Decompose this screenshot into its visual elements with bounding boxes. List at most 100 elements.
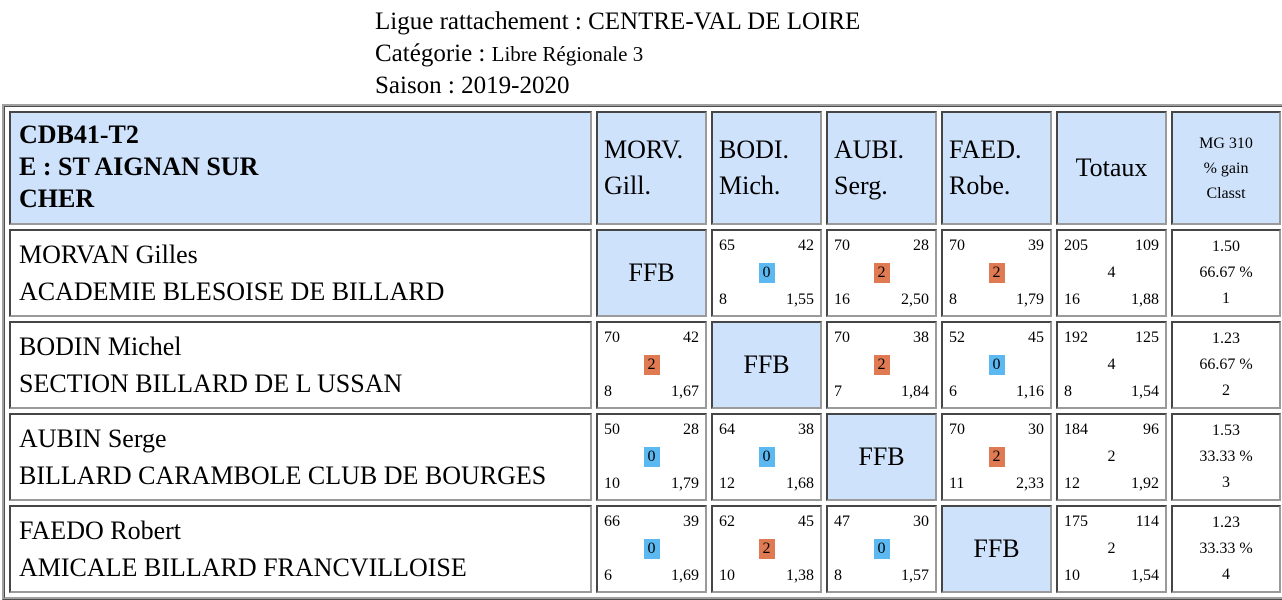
player-name: FAEDO Robert [19, 516, 182, 545]
match-points-opponent: 28 [913, 237, 929, 254]
column-header-faedo: FAED. Robe. [941, 111, 1052, 225]
match-innings: 7 [834, 383, 842, 400]
mg-cell: 1.50 66.67 % 1 [1171, 229, 1281, 317]
player-row: AUBIN Serge BILLARD CARAMBOLE CLUB DE BOU… [9, 413, 1281, 501]
mg-cell: 1.23 66.67 % 2 [1171, 321, 1281, 409]
team-code: CDB41-T2 [19, 120, 139, 149]
team-name-line2: CHER [19, 184, 95, 213]
match-points-scored: 64 [719, 421, 735, 438]
match-points-scored: 47 [834, 513, 850, 530]
match-cell: 70 28 2 16 2,50 [826, 229, 937, 317]
total-average: 1,54 [1131, 383, 1159, 400]
match-points-opponent: 39 [1028, 237, 1044, 254]
match-innings: 8 [834, 567, 842, 584]
column-header-line2: Serg. [834, 171, 888, 200]
match-cell: 50 28 0 10 1,79 [596, 413, 707, 501]
match-average: 1,79 [1016, 291, 1044, 308]
match-cell: 65 42 0 8 1,55 [711, 229, 822, 317]
total-points-scored: 175 [1064, 513, 1088, 530]
match-result-badge: 2 [988, 263, 1005, 283]
match-points-scored: 62 [719, 513, 735, 530]
column-header-line2: Robe. [949, 171, 1011, 200]
table-header-row: CDB41-T2 E : ST AIGNAN SUR CHER MORV. Gil… [9, 111, 1281, 225]
total-average: 1,54 [1131, 567, 1159, 584]
match-points-opponent: 38 [913, 329, 929, 346]
match-points-opponent: 45 [798, 513, 814, 530]
match-average: 1,79 [671, 475, 699, 492]
match-innings: 8 [949, 291, 957, 308]
column-header-line2: Gill. [604, 171, 651, 200]
match-result-badge: 2 [758, 539, 775, 559]
match-points-opponent: 38 [798, 421, 814, 438]
match-innings: 6 [604, 567, 612, 584]
column-header-line1: FAED. [949, 135, 1022, 164]
match-result-badge: 2 [873, 355, 890, 375]
total-match-points: 4 [1107, 264, 1116, 281]
ligue-value: CENTRE-VAL DE LOIRE [588, 8, 861, 35]
player-cell: MORVAN Gilles ACADEMIE BLESOISE DE BILLAR… [9, 229, 592, 317]
match-average: 1,16 [1016, 383, 1044, 400]
match-points-opponent: 28 [683, 421, 699, 438]
match-cell: 47 30 0 8 1,57 [826, 505, 937, 593]
match-result-badge: 2 [988, 447, 1005, 467]
mg-header-line3: Classt [1206, 184, 1246, 202]
match-result-badge: 0 [758, 263, 775, 283]
self-match-cell: FFB [826, 413, 937, 501]
totaux-header: Totaux [1056, 111, 1167, 225]
match-points-opponent: 45 [1028, 329, 1044, 346]
gain-percent: 33.33 % [1199, 540, 1253, 557]
match-points-scored: 70 [834, 237, 850, 254]
team-header: CDB41-T2 E : ST AIGNAN SUR CHER [9, 111, 592, 225]
mg-cell: 1.23 33.33 % 4 [1171, 505, 1281, 593]
gain-percent: 66.67 % [1199, 356, 1253, 373]
match-average: 2,33 [1016, 475, 1044, 492]
mg-header: MG 310 % gain Classt [1171, 111, 1281, 225]
total-points-scored: 205 [1064, 237, 1088, 254]
totals-cell: 184 96 2 12 1,92 [1056, 413, 1167, 501]
ligue-line: Ligue rattachement : CENTRE-VAL DE LOIRE [375, 6, 860, 38]
ranking: 4 [1222, 566, 1230, 583]
ligue-label: Ligue rattachement : [375, 8, 589, 35]
self-match-cell: FFB [711, 321, 822, 409]
saison-label: Saison : [375, 72, 462, 99]
match-points-scored: 65 [719, 237, 735, 254]
total-points-opponent: 109 [1135, 237, 1159, 254]
totals-cell: 192 125 4 8 1,54 [1056, 321, 1167, 409]
match-average: 1,69 [671, 567, 699, 584]
column-header-line1: AUBI. [834, 135, 905, 164]
match-cell: 70 42 2 8 1,67 [596, 321, 707, 409]
player-club: ACADEMIE BLESOISE DE BILLARD [19, 277, 445, 306]
player-row: FAEDO Robert AMICALE BILLARD FRANCVILLOIS… [9, 505, 1281, 593]
player-name: MORVAN Gilles [19, 240, 198, 269]
ranking: 1 [1222, 290, 1230, 307]
total-points-opponent: 96 [1143, 421, 1159, 438]
total-points-opponent: 114 [1135, 513, 1159, 530]
total-points-scored: 184 [1064, 421, 1088, 438]
match-points-scored: 70 [604, 329, 620, 346]
team-name-line1: E : ST AIGNAN SUR [19, 152, 259, 181]
match-cell: 66 39 0 6 1,69 [596, 505, 707, 593]
match-average: 1,84 [901, 383, 929, 400]
self-match-cell: FFB [596, 229, 707, 317]
total-innings: 10 [1064, 567, 1080, 584]
totals-cell: 175 114 2 10 1,54 [1056, 505, 1167, 593]
total-innings: 16 [1064, 291, 1080, 308]
match-result-badge: 0 [988, 355, 1005, 375]
match-average: 1,55 [786, 291, 814, 308]
match-result-badge: 0 [758, 447, 775, 467]
total-points-opponent: 125 [1135, 329, 1159, 346]
match-average: 1,68 [786, 475, 814, 492]
match-result-badge: 0 [643, 447, 660, 467]
total-match-points: 2 [1107, 540, 1116, 557]
column-header-morvan: MORV. Gill. [596, 111, 707, 225]
ranking: 2 [1222, 382, 1230, 399]
saison-line: Saison : 2019-2020 [375, 70, 860, 102]
categorie-line: Catégorie : Libre Régionale 3 [375, 38, 860, 70]
mg-average: 1.23 [1212, 514, 1240, 531]
match-result-badge: 2 [643, 355, 660, 375]
match-average: 1,57 [901, 567, 929, 584]
total-innings: 8 [1064, 383, 1072, 400]
player-cell: AUBIN Serge BILLARD CARAMBOLE CLUB DE BOU… [9, 413, 592, 501]
match-points-opponent: 42 [798, 237, 814, 254]
column-header-aubin: AUBI. Serg. [826, 111, 937, 225]
